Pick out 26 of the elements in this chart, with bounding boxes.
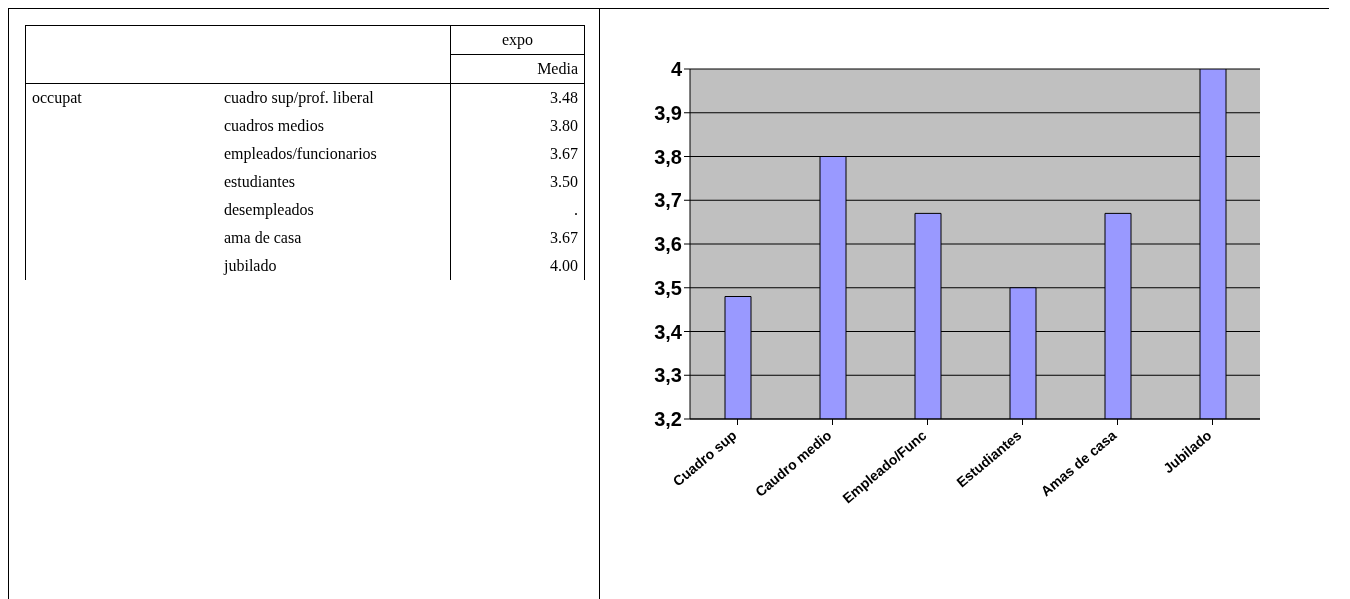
- category-label: cuadro sup/prof. liberal: [223, 88, 375, 109]
- y-tick-label: 3,9: [654, 101, 682, 124]
- category-label: desempleados: [223, 200, 315, 221]
- text: 3.80: [550, 117, 578, 134]
- text: Media: [450, 54, 585, 84]
- category-label: estudiantes: [223, 172, 297, 192]
- text: 3.67: [550, 145, 578, 162]
- y-tick-label: 4: [670, 58, 683, 81]
- y-tick-label: 3,5: [654, 276, 682, 299]
- category-label: empleados/funcionarios: [223, 144, 378, 165]
- text: expo: [450, 25, 585, 55]
- text: .: [574, 201, 578, 218]
- category-label: ama de casa: [223, 228, 303, 248]
- text: occupat: [25, 83, 218, 112]
- category-label: jubilado: [222, 256, 278, 277]
- text: 3.48: [550, 89, 578, 106]
- category-label: cuadros medios: [223, 116, 325, 136]
- y-tick-label: 3,8: [654, 145, 682, 168]
- y-tick-label: 3,7: [654, 189, 682, 212]
- y-tick-label: 3,2: [654, 408, 682, 431]
- text: 3.50: [550, 173, 578, 190]
- y-tick-label: 3,3: [654, 364, 682, 387]
- y-tick-label: 3,6: [654, 233, 682, 256]
- y-tick-label: 3,4: [654, 320, 683, 343]
- text: 3.67: [550, 229, 578, 246]
- text: 4.00: [550, 257, 578, 274]
